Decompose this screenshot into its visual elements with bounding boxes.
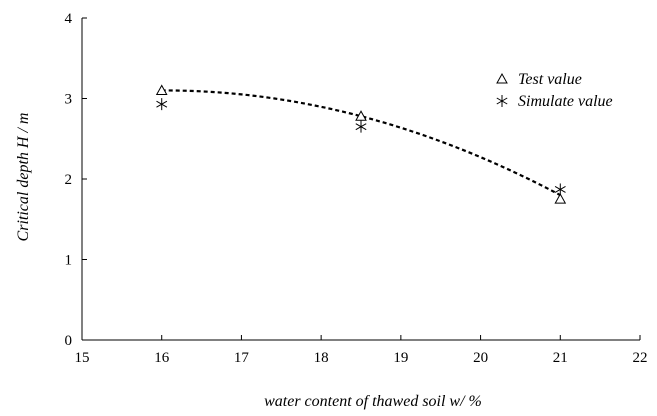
point-test-value bbox=[554, 193, 567, 204]
legend-label-simulate-value: Simulate value bbox=[518, 93, 613, 110]
axes bbox=[81, 18, 640, 341]
point-test-value bbox=[155, 84, 168, 95]
y-axis-title: Critical depth H / m bbox=[15, 113, 32, 242]
trendline bbox=[161, 89, 561, 197]
x-tick-label: 19 bbox=[393, 350, 408, 366]
point-simulate-value bbox=[554, 183, 566, 196]
x-tick-label: 22 bbox=[633, 350, 648, 366]
ticks: 15 16 17 18 19 20 21 22 0 1 2 3 4 bbox=[65, 11, 648, 366]
y-tick-label: 2 bbox=[65, 172, 73, 188]
legend-marker-simulate-value bbox=[496, 95, 508, 107]
x-tick-label: 18 bbox=[314, 350, 329, 366]
x-tick-label: 21 bbox=[553, 350, 568, 366]
trendline-group bbox=[161, 89, 561, 197]
y-tick-label: 3 bbox=[65, 92, 73, 108]
y-tick-label: 4 bbox=[65, 11, 73, 27]
x-tick-label: 15 bbox=[75, 350, 90, 366]
x-tick-label: 20 bbox=[473, 350, 488, 366]
point-simulate-value bbox=[156, 98, 168, 111]
y-tick-label: 0 bbox=[65, 333, 73, 349]
legend: Test value Simulate value bbox=[496, 71, 613, 110]
x-axis-title: water content of thawed soil w/ % bbox=[264, 393, 482, 410]
point-simulate-value bbox=[355, 120, 367, 133]
x-tick-label: 17 bbox=[234, 350, 250, 366]
point-test-value bbox=[355, 110, 367, 121]
legend-marker-test-value bbox=[496, 72, 508, 84]
x-tick-label: 16 bbox=[154, 350, 170, 366]
legend-label-test-value: Test value bbox=[518, 71, 582, 88]
y-tick-label: 1 bbox=[65, 253, 73, 269]
data-points bbox=[155, 84, 567, 204]
